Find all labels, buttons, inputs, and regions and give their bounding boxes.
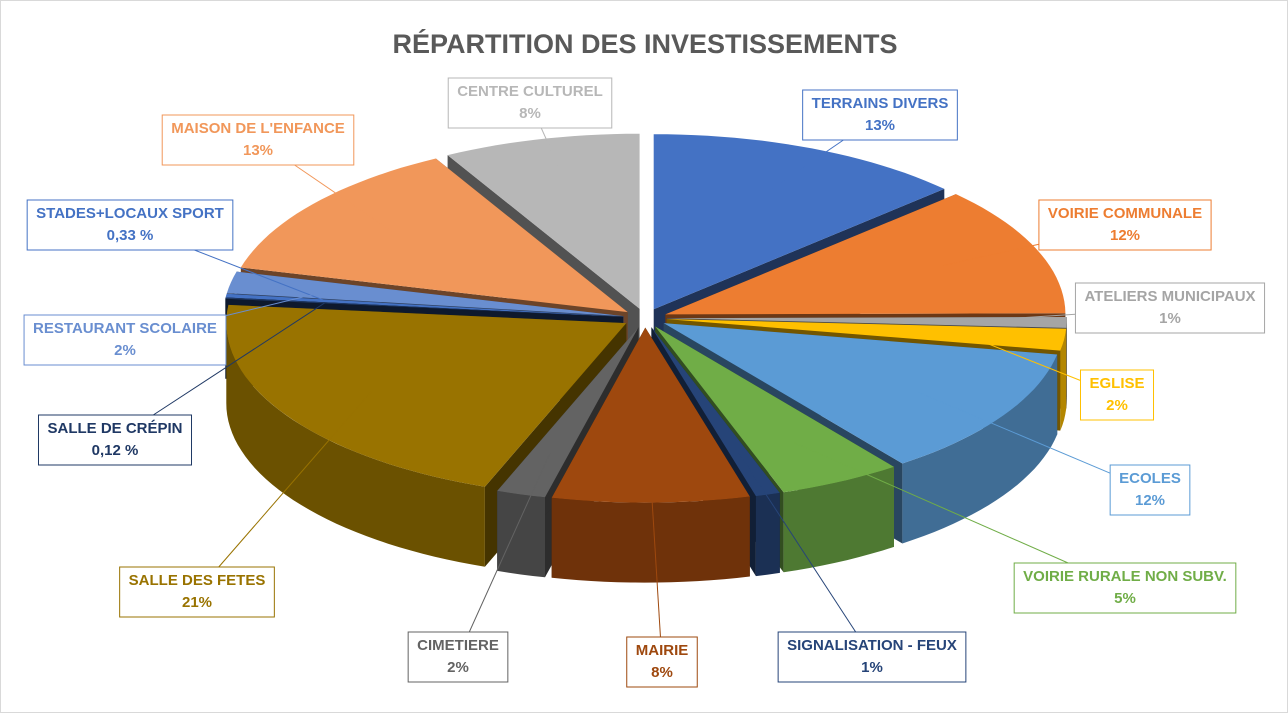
label-box xyxy=(37,414,193,466)
label-name: STADES+LOCAUX SPORT xyxy=(36,205,224,222)
label-box xyxy=(23,314,227,366)
slice xyxy=(667,317,1067,328)
label-box xyxy=(1038,199,1212,251)
label-value: 13% xyxy=(865,117,895,134)
label-name: VOIRIE RURALE NON SUBV. xyxy=(1023,568,1227,585)
slice xyxy=(497,327,639,498)
label-name: ATELIERS MUNICIPAUX xyxy=(1084,288,1255,305)
label-box xyxy=(1109,464,1191,516)
slice xyxy=(551,327,750,503)
label-value: 1% xyxy=(1159,310,1181,327)
slice xyxy=(665,194,1066,315)
leader-line xyxy=(794,442,1069,564)
label-value: 0,12 % xyxy=(92,442,139,459)
slice xyxy=(655,326,894,493)
leader-line xyxy=(918,391,1111,474)
leader-line xyxy=(649,458,661,638)
label-box xyxy=(777,631,967,683)
slice-wall xyxy=(755,492,780,577)
leader-line xyxy=(943,243,1040,266)
label-box xyxy=(1079,369,1155,421)
label-value: 1% xyxy=(861,659,883,676)
leader-line xyxy=(218,391,372,568)
label-name: MAIRIE xyxy=(636,642,689,659)
label-name: RESTAURANT SCOLAIRE xyxy=(33,320,217,337)
slice xyxy=(226,304,627,487)
label-box xyxy=(447,77,613,129)
label-box xyxy=(119,566,275,618)
label-value: 13% xyxy=(243,142,273,159)
leader-line xyxy=(225,290,330,317)
slice xyxy=(225,297,624,317)
slice-wall xyxy=(783,466,894,573)
leader-line xyxy=(194,249,326,302)
slice-wall xyxy=(497,490,545,578)
label-name: SIGNALISATION - FEUX xyxy=(787,637,957,654)
label-box xyxy=(407,631,509,683)
label-box xyxy=(26,199,234,251)
label-value: 21% xyxy=(182,594,212,611)
label-value: 5% xyxy=(1114,590,1136,607)
slice xyxy=(226,271,624,317)
slice-wall xyxy=(226,323,485,567)
leader-line xyxy=(966,313,1076,322)
label-value: 12% xyxy=(1110,227,1140,244)
slice xyxy=(651,327,780,497)
label-name: SALLE DE CRÉPIN xyxy=(47,420,182,437)
leader-line xyxy=(294,164,392,232)
label-value: 2% xyxy=(114,342,136,359)
label-name: CIMETIERE xyxy=(417,637,499,654)
label-name: SALLE DES FETES xyxy=(129,572,266,589)
slice xyxy=(225,293,624,317)
label-box xyxy=(1074,282,1266,334)
leader-line xyxy=(738,452,857,633)
slice xyxy=(666,319,1067,351)
label-name: ECOLES xyxy=(1119,470,1181,487)
slice xyxy=(663,323,1058,464)
slice-wall xyxy=(902,354,1058,544)
label-value: 12% xyxy=(1135,492,1165,509)
label-name: CENTRE CULTUREL xyxy=(457,83,603,100)
leader-line xyxy=(540,127,566,182)
label-name: EGLISE xyxy=(1089,375,1144,392)
pie xyxy=(225,133,1067,583)
label-value: 8% xyxy=(651,664,673,681)
label-name: TERRAINS DIVERS xyxy=(812,95,949,112)
slice xyxy=(447,133,640,309)
leader-line xyxy=(964,334,1081,381)
label-value: 2% xyxy=(447,659,469,676)
label-value: 8% xyxy=(519,105,541,122)
slice-wall xyxy=(1066,318,1067,408)
label-box xyxy=(1013,562,1237,614)
label-value: 2% xyxy=(1106,397,1128,414)
leader-line xyxy=(772,139,844,190)
leader-line xyxy=(468,452,551,633)
slice xyxy=(240,158,628,313)
slice-wall xyxy=(1060,328,1067,431)
label-box xyxy=(802,89,958,141)
chart-title: RÉPARTITION DES INVESTISSEMENTS xyxy=(392,28,897,59)
label-box xyxy=(626,636,698,688)
label-name: MAISON DE L'ENFANCE xyxy=(171,120,345,137)
label-box xyxy=(161,114,355,166)
leader-line xyxy=(152,302,326,416)
labels: TERRAINS DIVERS 13% VOIRIE COMMUNALE 12% ATE… xyxy=(23,77,1266,688)
slice xyxy=(653,134,945,310)
label-name: VOIRIE COMMUNALE xyxy=(1048,205,1202,222)
label-value: 0,33 % xyxy=(107,227,154,244)
slice-wall xyxy=(551,496,750,583)
